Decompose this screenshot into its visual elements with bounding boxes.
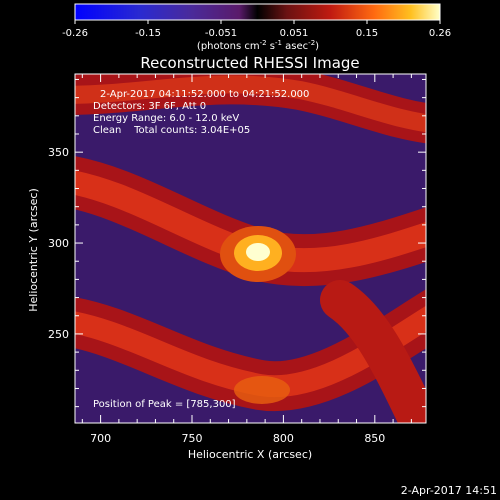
x-tick-label: 750 [182, 432, 203, 445]
annotation-time-range: 2-Apr-2017 04:11:52.000 to 04:21:52.000 [100, 89, 309, 100]
y-tick-label: 350 [48, 146, 69, 159]
y-tick-label: 300 [48, 237, 69, 250]
y-tick-label: 250 [48, 328, 69, 341]
colorbar-tick-label: 0.051 [280, 28, 309, 39]
colorbar-tick-label: -0.15 [135, 28, 161, 39]
annotation-detectors: Detectors: 3F 6F, Att 0 [93, 101, 206, 112]
colorbar-units: (photons cm-2 s-1 asec-2) [197, 39, 319, 52]
x-tick-label: 700 [90, 432, 111, 445]
footer-timestamp: 2-Apr-2017 14:51 [401, 484, 497, 497]
colorbar-tick-label: -0.051 [205, 28, 237, 39]
annotation-energy-range: Energy Range: 6.0 - 12.0 keV [93, 113, 239, 124]
plot-frame [74, 73, 427, 424]
colorbar-tick-label: 0.15 [356, 28, 378, 39]
colorbar-tick-label: -0.26 [62, 28, 88, 39]
heatmap-image [75, 74, 426, 423]
colorbar [74, 3, 441, 21]
colorbar-tick-label: 0.26 [429, 28, 451, 39]
annotation-total-counts: Clean Total counts: 3.04E+05 [93, 125, 250, 136]
x-tick-label: 850 [364, 432, 385, 445]
y-axis-ticks: 250 300 350 [48, 78, 426, 408]
x-axis-ticks: 700 750 800 850 [81, 74, 412, 445]
x-axis-label: Heliocentric X (arcsec) [188, 448, 312, 461]
annotation-peak-position: Position of Peak = [785,300] [93, 399, 236, 410]
x-tick-label: 800 [273, 432, 294, 445]
colorbar-ticks: -0.26 -0.15 -0.051 0.051 0.15 0.26 [62, 20, 451, 39]
y-axis-label: Heliocentric Y (arcsec) [27, 188, 40, 312]
chart-title: Reconstructed RHESSI Image [140, 54, 359, 72]
